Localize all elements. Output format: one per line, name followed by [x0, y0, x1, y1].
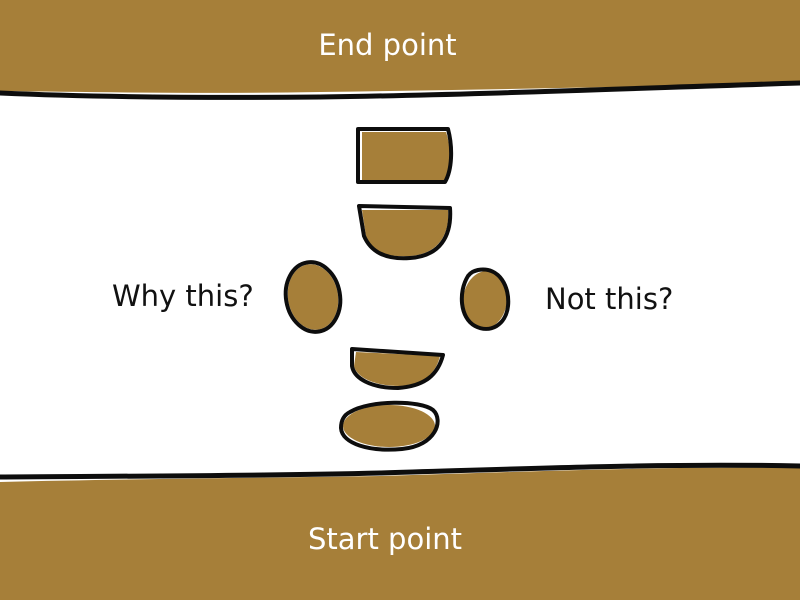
end-band-edge [0, 80, 800, 100]
stone-bottom [339, 400, 440, 452]
why-this-label: Why this? [112, 279, 254, 313]
start-band-edge [0, 462, 800, 480]
start-band [0, 467, 800, 600]
stone-left [283, 260, 343, 334]
stone-upper [357, 204, 453, 261]
stone-lower [350, 347, 445, 390]
end-band [0, 0, 800, 93]
not-this-label: Not this? [545, 282, 674, 316]
stone-right [459, 267, 511, 331]
stone-top [356, 127, 454, 184]
end-point-label: End point [318, 28, 457, 62]
start-point-label: Start point [307, 522, 463, 556]
